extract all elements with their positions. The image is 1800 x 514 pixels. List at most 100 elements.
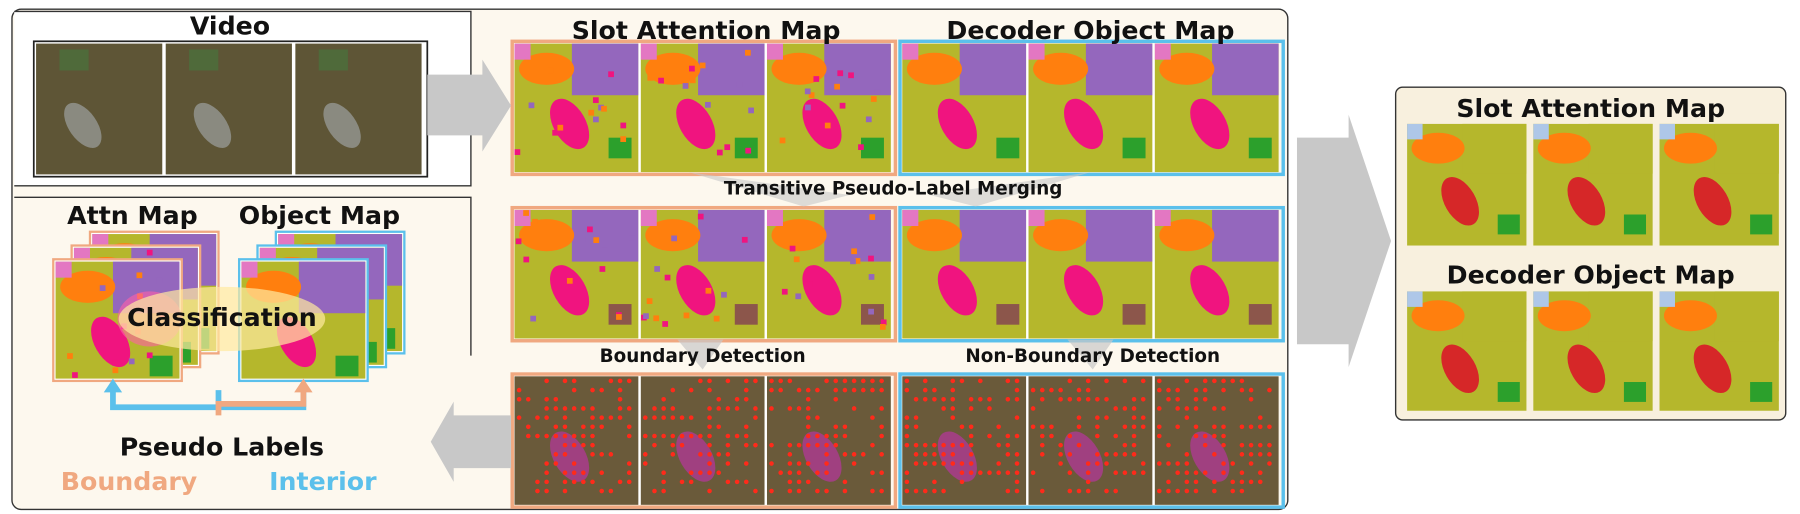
noise-pixel [748,107,754,114]
detection-dot [778,470,783,475]
detection-dot [716,452,722,457]
detection-dot [643,433,648,439]
noise-pixel [724,144,731,151]
region [1567,177,1606,226]
detection-dot [1014,479,1020,485]
detection-dot [987,433,992,439]
detection-dot [778,387,783,393]
detection-dot [1221,387,1226,393]
detection-dot [753,442,758,448]
boundary-arrow [215,390,307,416]
detection-dot [1267,387,1272,393]
detection-dot [1005,470,1011,475]
noise-pixel [865,116,872,123]
detection-dot [787,488,793,494]
detection-dot [787,479,793,485]
noise-pixel [653,315,660,322]
detection-dot [787,470,793,475]
detection-dot [1005,396,1011,402]
arrow [430,401,512,482]
detection-dot [590,433,595,439]
detection-dot [870,415,875,420]
detection-dot [1184,461,1190,466]
noise-pixel [552,129,559,136]
detection-dot [1113,406,1118,411]
detection-dot [608,488,614,494]
detection-dot [1014,415,1020,420]
detection-dot [815,433,820,439]
merging-label: Transitive Pseudo-Label Merging [724,178,1063,199]
region [519,52,575,85]
region [571,209,639,262]
detection-dot [1221,433,1226,439]
region [1533,291,1549,307]
region [1533,123,1549,140]
region [1212,209,1279,262]
detection-dot [743,387,749,393]
detection-dot [617,387,623,393]
region [996,304,1020,325]
detection-dot [833,442,839,448]
detection-dot [1193,488,1199,494]
detection-dot [932,452,937,457]
noise-pixel [585,236,592,243]
detection-dot [525,433,531,439]
detection-dot [959,442,965,448]
detection-dot [562,415,568,420]
detection-dot [851,452,857,457]
noise-pixel [593,116,599,123]
detection-dot [851,461,857,466]
detection-dot [787,452,793,457]
detection-dot [932,396,937,402]
detection-dot [679,415,685,420]
detection-dot [805,387,811,393]
region [335,355,359,377]
detection-dot [698,378,703,384]
detection-dot [661,479,666,485]
detection-dot [626,406,632,411]
detection-dot [1212,452,1217,457]
detection-dot [1131,424,1137,430]
detection-dot [670,415,676,420]
detection-dot [922,442,928,448]
detection-dot [1076,387,1082,393]
noise-pixel [557,124,564,131]
detection-dot [1175,424,1180,430]
detection-dot [1049,424,1054,430]
region [1028,209,1045,227]
noise-pixel [858,144,864,151]
detection-dot [1058,442,1063,448]
interior-label: Interior [269,467,377,496]
detection-dot [815,470,820,475]
noise-pixel [807,281,813,288]
noise-pixel [532,218,538,225]
detection-dot [753,415,758,420]
detection-dot [1248,461,1254,466]
detection-dot [571,479,577,485]
detection-dot [661,488,666,494]
detection-dot [824,488,829,494]
region [549,265,590,316]
detection-dot [753,406,758,411]
detection-dot [544,470,549,475]
detection-dot [950,387,956,393]
detection-dot [1184,488,1190,494]
detection-dot [1014,452,1020,457]
noise-pixel [850,258,856,265]
detection-dot [599,452,604,457]
region [1028,43,1045,60]
detection-dot [851,387,857,393]
detection-dot [904,479,910,485]
detection-dot [1202,396,1208,402]
detection-dot [590,415,595,420]
detection-dot [1067,470,1073,475]
noise-pixel [156,277,163,284]
region [1411,132,1465,164]
region [771,219,827,252]
object [318,49,348,71]
detection-dot [904,415,910,420]
region [1659,291,1675,307]
detection-dot [1014,378,1020,384]
detection-dot [581,424,586,430]
